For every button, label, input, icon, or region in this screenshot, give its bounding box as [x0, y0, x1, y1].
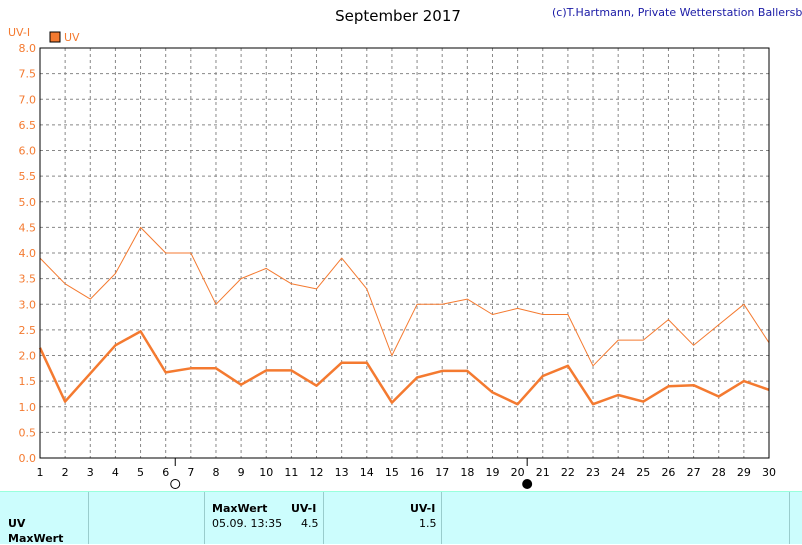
- y-tick-label: 1.0: [19, 401, 37, 414]
- x-tick-label: 16: [410, 466, 424, 479]
- x-tick-label: 13: [335, 466, 349, 479]
- x-tick-label: 19: [485, 466, 499, 479]
- y-tick-label: 4.0: [19, 247, 37, 260]
- x-tick-label: 5: [137, 466, 144, 479]
- y-tick-label: 8.0: [19, 42, 37, 55]
- y-tick-label: 0.5: [19, 426, 37, 439]
- y-axis-label: UV-I: [8, 26, 30, 39]
- max-value: 4.5: [301, 517, 319, 530]
- max-datetime: 05.09. 13:35: [212, 517, 283, 530]
- legend-swatch-uv: [49, 31, 61, 43]
- x-tick-label: 4: [112, 466, 119, 479]
- header-maxwert: MaxWert: [212, 502, 268, 515]
- x-tick-label: 11: [284, 466, 298, 479]
- x-tick-label: 28: [712, 466, 726, 479]
- table-col-empty: [89, 492, 205, 544]
- table-col-uvi2: UV-I 1.5: [324, 492, 442, 544]
- x-tick-label: 23: [586, 466, 600, 479]
- table-col-maxwert: MaxWert UV-I 05.09. 13:35 4.5: [205, 492, 324, 544]
- legend: UV: [49, 31, 80, 44]
- new-moon-icon: [522, 479, 533, 489]
- summary-table: UV MaxWert MaxWert UV-I 05.09. 13:35 4.5…: [0, 491, 802, 545]
- table-col-blank: [442, 492, 790, 544]
- y-tick-label: 2.5: [19, 324, 37, 337]
- x-tick-label: 3: [87, 466, 94, 479]
- x-tick-label: 25: [636, 466, 650, 479]
- copyright-text: (c)T.Hartmann, Private Wetterstation Bal…: [552, 6, 802, 19]
- x-tick-label: 30: [762, 466, 776, 479]
- x-tick-label: 26: [661, 466, 675, 479]
- x-tick-label: 24: [611, 466, 625, 479]
- series-line-uv: [38, 330, 770, 406]
- y-tick-label: 6.0: [19, 145, 37, 158]
- x-tick-label: 10: [259, 466, 273, 479]
- value-2: 1.5: [419, 517, 437, 530]
- row-label-uv: UV: [8, 517, 26, 530]
- y-tick-label: 7.5: [19, 68, 37, 81]
- uv-line-chart: September 2017 (c)T.Hartmann, Private We…: [8, 6, 802, 489]
- header-uvi-2: UV-I: [410, 502, 436, 515]
- x-tick-label: 29: [737, 466, 751, 479]
- y-tick-label: 5.5: [19, 170, 37, 183]
- x-tick-label: 17: [435, 466, 449, 479]
- y-tick-label: 7.0: [19, 93, 37, 106]
- x-tick-label: 27: [687, 466, 701, 479]
- x-tick-label: 8: [212, 466, 219, 479]
- x-tick-label: 9: [238, 466, 245, 479]
- header-uvi: UV-I: [291, 502, 317, 515]
- x-tick-label: 1: [37, 466, 44, 479]
- x-tick-label: 6: [162, 466, 169, 479]
- x-tick-label: 21: [536, 466, 550, 479]
- y-tick-label: 5.0: [19, 196, 37, 209]
- y-tick-label: 0.0: [19, 452, 37, 465]
- series-line-uv-max: [39, 226, 770, 367]
- x-tick-label: 22: [561, 466, 575, 479]
- y-tick-label: 3.5: [19, 273, 37, 286]
- legend-label-uv: UV: [64, 31, 80, 44]
- row-label-maxwert: MaxWert: [8, 532, 64, 545]
- x-tick-label: 14: [360, 466, 374, 479]
- table-col-labels: UV MaxWert: [0, 492, 89, 545]
- full-moon-icon: [170, 479, 181, 489]
- y-tick-label: 4.5: [19, 221, 37, 234]
- x-tick-label: 15: [385, 466, 399, 479]
- chart-title: September 2017: [335, 7, 461, 25]
- y-tick-label: 6.5: [19, 119, 37, 132]
- y-tick-label: 3.0: [19, 298, 37, 311]
- y-tick-label: 2.0: [19, 350, 37, 363]
- x-tick-label: 18: [460, 466, 474, 479]
- x-tick-label: 2: [62, 466, 69, 479]
- x-tick-label: 20: [511, 466, 525, 479]
- plot-frame: [39, 47, 770, 459]
- x-tick-label: 12: [310, 466, 324, 479]
- x-tick-label: 7: [187, 466, 194, 479]
- y-tick-label: 1.5: [19, 375, 37, 388]
